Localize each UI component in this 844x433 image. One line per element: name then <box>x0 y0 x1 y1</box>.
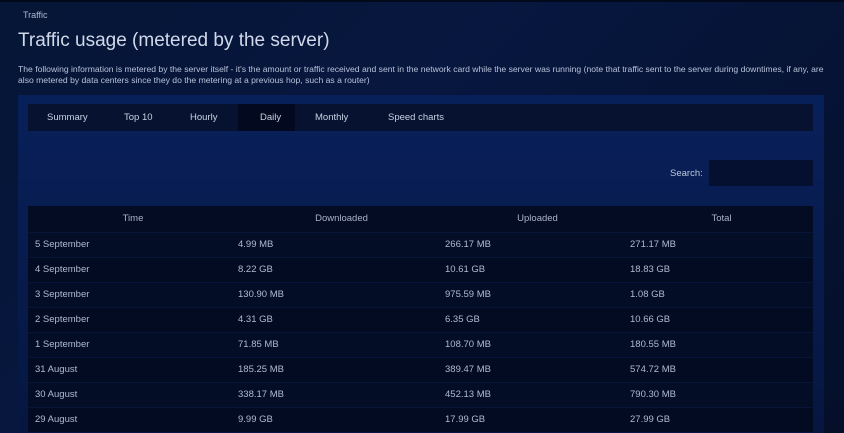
cell-uploaded: 10.61 GB <box>445 264 486 275</box>
tab-top-10[interactable]: Top 10 <box>124 112 153 123</box>
cell-uploaded: 6.35 GB <box>445 314 480 325</box>
cell-downloaded: 4.99 MB <box>238 239 274 250</box>
top-border <box>0 0 844 2</box>
page-title: Traffic usage (metered by the server) <box>18 30 330 51</box>
tab-monthly[interactable]: Monthly <box>315 112 349 123</box>
cell-total: 271.17 MB <box>630 239 676 250</box>
table-row: 30 August 338.17 MB 452.13 MB 790.30 MB <box>28 382 813 407</box>
cell-uploaded: 17.99 GB <box>445 414 486 425</box>
cell-uploaded: 108.70 MB <box>445 339 491 350</box>
cell-total: 10.66 GB <box>630 314 671 325</box>
cell-downloaded: 130.90 MB <box>238 289 284 300</box>
table-body: 5 September 4.99 MB 266.17 MB 271.17 MB 4 Se… <box>28 232 813 432</box>
cell-total: 18.83 GB <box>630 264 671 275</box>
cell-total: 180.55 MB <box>630 339 676 350</box>
table-row: 5 September 4.99 MB 266.17 MB 271.17 MB <box>28 232 813 257</box>
search-label: Search: <box>670 168 703 179</box>
column-header-uploaded[interactable]: Uploaded <box>517 213 558 224</box>
cell-time: 29 August <box>35 414 78 425</box>
cell-downloaded: 8.22 GB <box>238 264 273 275</box>
breadcrumb[interactable]: Traffic <box>23 10 48 20</box>
table-row: 29 August 9.99 GB 17.99 GB 27.99 GB <box>28 407 813 432</box>
table-row: 2 September 4.31 GB 6.35 GB 10.66 GB <box>28 307 813 332</box>
traffic-table: Time Downloaded Uploaded Total 5 September 4… <box>28 206 813 432</box>
cell-downloaded: 71.85 MB <box>238 339 279 350</box>
cell-downloaded: 338.17 MB <box>238 389 284 400</box>
page-description: The following information is metered by … <box>18 64 824 85</box>
column-header-total[interactable]: Total <box>711 213 732 224</box>
cell-uploaded: 389.47 MB <box>445 364 491 375</box>
cell-time: 3 September <box>35 289 90 300</box>
cell-total: 1.08 GB <box>630 289 665 300</box>
cell-time: 5 September <box>35 239 90 250</box>
tab-summary[interactable]: Summary <box>47 112 88 123</box>
column-header-downloaded[interactable]: Downloaded <box>315 213 368 224</box>
tab-hourly[interactable]: Hourly <box>190 112 218 123</box>
tab-bar: Summary Top 10 Hourly Daily Monthly Speed cha… <box>28 104 813 131</box>
cell-time: 4 September <box>35 264 90 275</box>
search-input[interactable] <box>709 160 813 186</box>
table-header: Time Downloaded Uploaded Total <box>28 206 813 232</box>
cell-downloaded: 9.99 GB <box>238 414 273 425</box>
cell-total: 790.30 MB <box>630 389 676 400</box>
table-row: 31 August 185.25 MB 389.47 MB 574.72 MB <box>28 357 813 382</box>
cell-time: 31 August <box>35 364 78 375</box>
cell-time: 2 September <box>35 314 90 325</box>
table-row: 1 September 71.85 MB 108.70 MB 180.55 MB <box>28 332 813 357</box>
cell-downloaded: 4.31 GB <box>238 314 273 325</box>
cell-uploaded: 975.59 MB <box>445 289 491 300</box>
traffic-panel: Summary Top 10 Hourly Daily Monthly Speed cha… <box>18 95 824 433</box>
cell-downloaded: 185.25 MB <box>238 364 284 375</box>
table-row: 3 September 130.90 MB 975.59 MB 1.08 GB <box>28 282 813 307</box>
cell-uploaded: 266.17 MB <box>445 239 491 250</box>
cell-time: 1 September <box>35 339 90 350</box>
tab-speed-charts[interactable]: Speed charts <box>388 112 444 123</box>
column-header-time[interactable]: Time <box>122 213 144 224</box>
cell-time: 30 August <box>35 389 78 400</box>
cell-uploaded: 452.13 MB <box>445 389 491 400</box>
cell-total: 574.72 MB <box>630 364 676 375</box>
table-row: 4 September 8.22 GB 10.61 GB 18.83 GB <box>28 257 813 282</box>
tab-daily[interactable]: Daily <box>238 104 295 131</box>
cell-total: 27.99 GB <box>630 414 671 425</box>
